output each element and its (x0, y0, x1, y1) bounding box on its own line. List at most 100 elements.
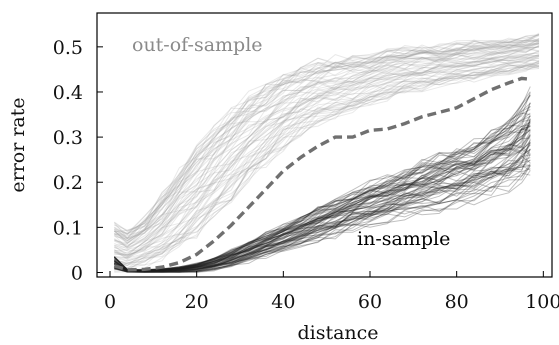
band-line (114, 35, 540, 233)
band-line (114, 64, 540, 271)
band-line (114, 164, 531, 273)
band-line (114, 42, 540, 235)
band-line (114, 65, 540, 272)
band-line (113, 91, 531, 271)
band-line (114, 121, 531, 272)
band-line (114, 62, 540, 264)
band-line (114, 54, 540, 256)
band-line (114, 34, 540, 236)
band-line (113, 118, 531, 271)
band-line (114, 121, 531, 272)
band-line (113, 119, 531, 272)
band-line (114, 52, 540, 254)
band-line (114, 43, 540, 247)
band-line (114, 159, 531, 273)
band-line (114, 46, 539, 248)
x-tick-label: 80 (445, 291, 469, 313)
x-tick-label: 100 (525, 291, 559, 313)
band-line (114, 43, 540, 240)
band-line (114, 66, 540, 266)
band-line (114, 63, 540, 264)
band-line (114, 65, 540, 273)
band-line (113, 94, 531, 271)
annotation-in-sample: in-sample (357, 228, 450, 250)
band-line (114, 61, 540, 268)
band-line (114, 172, 531, 273)
band-line (114, 154, 531, 273)
annotation-out-of-sample: out-of-sample (132, 34, 263, 56)
band-line (114, 45, 540, 246)
band-line (114, 142, 531, 273)
band-line (114, 134, 531, 272)
band-line (114, 141, 531, 272)
band-line (114, 167, 531, 273)
band-line (114, 115, 531, 272)
band-line (114, 165, 531, 273)
band-line (114, 34, 540, 235)
y-tick-label: 0.5 (53, 37, 83, 59)
band-line (114, 119, 531, 272)
band-line (114, 33, 540, 232)
band-line (113, 39, 540, 240)
band-line (114, 129, 531, 272)
band-line (113, 102, 531, 272)
band-line (113, 115, 531, 272)
x-axis: 0 20 40 60 80 100 (104, 271, 559, 313)
band-line (114, 135, 531, 272)
band-line (114, 57, 540, 261)
band-line (114, 149, 531, 272)
band-line (114, 50, 540, 252)
band-line (114, 46, 540, 250)
band-line (114, 160, 531, 273)
band-line (114, 63, 540, 270)
band-line (114, 57, 540, 259)
band-line (113, 109, 531, 271)
band-line (114, 42, 540, 242)
y-tick-label: 0.2 (53, 172, 83, 194)
band-line (114, 65, 540, 270)
band-line (114, 163, 531, 273)
band-line (114, 165, 531, 273)
band-line (113, 115, 531, 271)
band-line (114, 60, 540, 269)
band-line (113, 34, 540, 239)
band-line (114, 53, 540, 259)
band-line (114, 129, 531, 271)
band-line (114, 126, 531, 272)
band-line (114, 36, 540, 240)
band-line (113, 106, 531, 271)
band-line (113, 39, 540, 244)
band-line (114, 46, 540, 246)
band-line (114, 66, 540, 267)
band-line (114, 154, 531, 273)
band-line (114, 118, 531, 272)
band-line (114, 56, 540, 256)
band-line (114, 141, 531, 272)
band-line (114, 56, 540, 256)
band-line (114, 54, 540, 258)
x-axis-label: distance (297, 322, 378, 344)
band-line (113, 112, 531, 271)
band-line (114, 131, 531, 272)
x-tick-label: 40 (271, 291, 295, 313)
band-line (114, 33, 540, 233)
band-line (113, 125, 531, 272)
band-line (114, 144, 531, 273)
band-line (114, 59, 540, 257)
band-line (114, 40, 540, 239)
band-line (114, 140, 531, 272)
band-line (114, 155, 531, 273)
band-line (114, 39, 540, 238)
band-line (114, 170, 531, 273)
band-line (114, 148, 531, 272)
band-line (114, 148, 531, 273)
band-line (114, 62, 540, 264)
band-line (114, 40, 540, 241)
band-line (114, 43, 540, 240)
band-line (114, 144, 531, 273)
band-line (114, 46, 540, 244)
band-line (114, 50, 540, 257)
band-line (113, 120, 531, 272)
band-line (114, 38, 540, 243)
